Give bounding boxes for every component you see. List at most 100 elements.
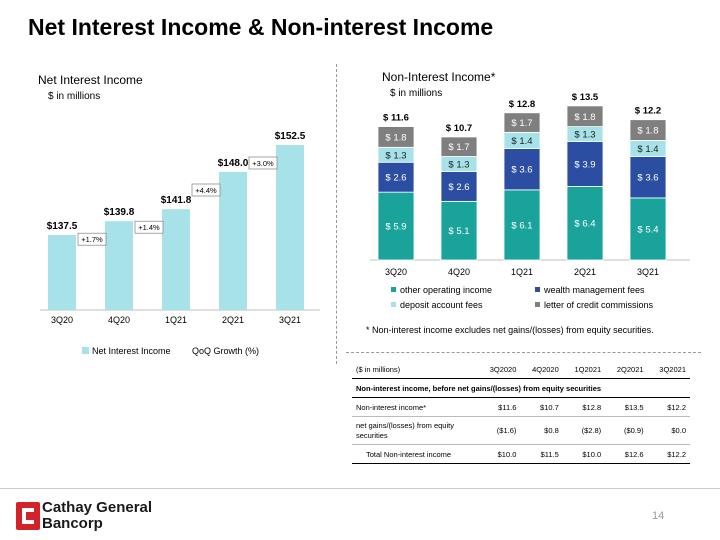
table-cell: $10.0: [562, 444, 606, 464]
nonii-category-label: 2Q21: [574, 267, 596, 277]
nonii-segment-label: $ 1.8: [574, 112, 595, 123]
nonii-segment-label: $ 5.4: [637, 224, 658, 235]
nii-bar: [105, 221, 133, 310]
table-header-cell: 2Q2021: [605, 360, 648, 379]
table-cell: ($2.8): [562, 416, 606, 445]
logo-line-2: Bancorp: [42, 515, 103, 532]
table-header-cell: 1Q2021: [562, 360, 606, 379]
nonii-segment-label: $ 6.4: [574, 219, 595, 230]
nii-value-label: $148.0: [218, 158, 249, 169]
nonii-segment-label: $ 2.6: [448, 182, 469, 193]
table-cell: $13.5: [605, 397, 648, 417]
nonii-segment-label: $ 1.8: [385, 132, 406, 143]
nonii-segment: [503, 189, 541, 261]
table-cell: $10.0: [478, 444, 521, 464]
nonii-segment-label: $ 1.8: [637, 126, 658, 137]
nii-legend-label: Net Interest Income: [92, 346, 171, 356]
nii-growth-badge: [77, 232, 107, 246]
reconciliation-table: ($ in millions) 3Q2020 4Q2020 1Q2021 2Q2…: [352, 360, 690, 464]
nii-category-label: 3Q21: [279, 315, 301, 325]
nonii-segment-label: $ 2.6: [385, 173, 406, 184]
nonii-category-label: 3Q21: [637, 267, 659, 277]
table-section-header: Non-interest income, before net gains/(l…: [352, 378, 690, 398]
table-header-cell: ($ in millions): [352, 360, 478, 379]
page-number: 14: [652, 510, 665, 522]
nonii-segment-label: $ 1.7: [448, 142, 469, 153]
nonii-segment: [566, 105, 604, 128]
table-cell: ($1.6): [478, 416, 521, 445]
nonii-segment: [629, 156, 667, 199]
nonii-segment: [629, 119, 667, 141]
nonii-category-label: 4Q20: [448, 267, 470, 277]
nii-growth-badge: [191, 183, 221, 197]
nonii-legend-label: other operating income: [400, 285, 492, 295]
nonii-legend-label: wealth management fees: [543, 285, 645, 295]
nonii-segment: [377, 191, 415, 261]
nonii-segment: [440, 171, 478, 202]
nonii-chart-subtitle: $ in millions: [390, 88, 443, 99]
footnote: * Non-interest income excludes net gains…: [366, 325, 654, 335]
nonii-legend-label: deposit account fees: [400, 300, 483, 310]
nii-legend-growth-label: QoQ Growth (%): [192, 346, 259, 356]
nonii-category-label: 1Q21: [511, 267, 533, 277]
nonii-segment-label: $ 1.3: [385, 150, 406, 161]
table-cell: net gains/(losses) from equity securitie…: [352, 416, 478, 445]
nii-value-label: $141.8: [161, 195, 192, 206]
page-title: Net Interest Income & Non-interest Incom…: [28, 14, 494, 40]
nii-bar: [48, 235, 76, 310]
nonii-total-label: $ 13.5: [572, 92, 599, 103]
nii-bar: [276, 145, 304, 310]
table-header-row: ($ in millions) 3Q2020 4Q2020 1Q2021 2Q2…: [352, 360, 690, 379]
nii-bar-chart: $137.5 3Q20 $139.8 4Q20 $141.8 1Q21 $148.0 2Q21…: [40, 131, 320, 356]
nonii-segment: [440, 136, 478, 157]
logo-line-1: Cathay General: [42, 499, 153, 516]
table-cell: $12.2: [647, 444, 690, 464]
nonii-segment-label: $ 1.7: [511, 118, 532, 129]
nonii-total-label: $ 11.6: [383, 113, 409, 124]
nonii-total-label: $ 12.2: [635, 106, 661, 117]
table-cell: $0.0: [647, 416, 690, 445]
nii-category-label: 4Q20: [108, 315, 130, 325]
table-cell: $12.2: [647, 397, 690, 417]
nii-category-label: 3Q20: [51, 315, 73, 325]
table-cell: $10.7: [520, 397, 563, 417]
table-header-cell: 4Q2020: [520, 360, 563, 379]
nonii-legend-label: letter of credit commissions: [544, 300, 654, 310]
table-cell: $11.5: [520, 444, 563, 464]
nonii-legend-swatch: [535, 287, 540, 292]
nonii-legend-swatch: [391, 287, 396, 292]
nonii-segment-label: $ 3.6: [511, 165, 532, 176]
table-row: Non-interest income* $11.6 $10.7 $12.8 $…: [352, 397, 690, 417]
nii-growth-badge: [248, 156, 278, 170]
nii-bar: [219, 172, 247, 310]
nii-growth-label: +3.0%: [252, 159, 274, 168]
nonii-segment: [377, 126, 415, 148]
table-header-cell: 3Q2021: [647, 360, 690, 379]
nii-chart-title: Net Interest Income: [38, 73, 143, 87]
nonii-segment: [503, 112, 541, 133]
table-header-cell: 3Q2020: [478, 360, 521, 379]
table-cell: Non-interest income*: [352, 397, 478, 417]
table-cell: $11.6: [478, 397, 521, 417]
table-row: net gains/(losses) from equity securitie…: [352, 416, 690, 445]
vertical-divider: [336, 64, 337, 364]
nonii-segment: [440, 200, 478, 261]
table-cell: ($0.9): [605, 416, 648, 445]
nonii-segment-label: $ 5.9: [385, 222, 406, 233]
nonii-segment: [629, 197, 667, 261]
nonii-total-label: $ 12.8: [509, 99, 535, 110]
nonii-segment-label: $ 1.3: [448, 159, 469, 170]
nonii-segment-label: $ 1.4: [637, 144, 658, 155]
nonii-segment: [377, 161, 415, 193]
table-cell: $0.8: [520, 416, 563, 445]
nonii-segment: [566, 141, 604, 187]
nii-legend-swatch: [82, 347, 89, 354]
nonii-legend-swatch: [391, 302, 396, 307]
nonii-total-label: $ 10.7: [446, 123, 472, 134]
nii-growth-label: +1.4%: [138, 223, 160, 232]
nonii-category-label: 3Q20: [385, 267, 407, 277]
horizontal-divider: [346, 352, 701, 353]
nonii-segment: [566, 185, 604, 261]
table-section-row: Non-interest income, before net gains/(l…: [352, 378, 690, 398]
